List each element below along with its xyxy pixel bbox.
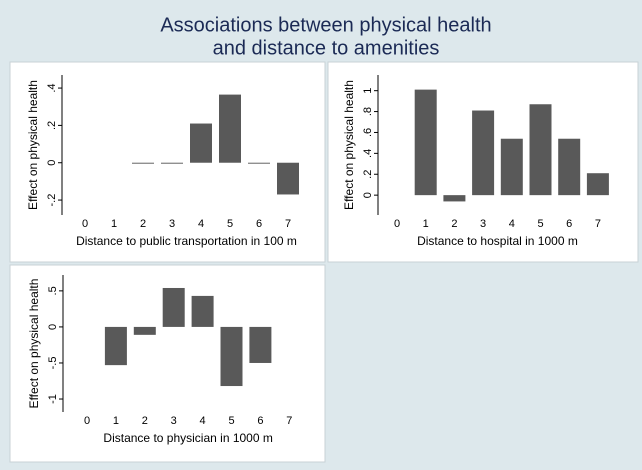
x-tick-label: 1 [423,218,429,230]
x-tick-label: 7 [285,218,291,230]
y-tick-label: .4 [46,83,58,92]
x-tick-label: 2 [142,415,148,427]
y-axis-title: Effect on physical health [27,279,41,409]
bar [191,295,214,327]
bar [414,89,437,196]
y-tick-label: .4 [362,149,374,158]
x-tick-label: 6 [256,218,262,230]
bar [277,162,299,195]
y-tick-label: .2 [362,170,374,179]
x-tick-label: 7 [286,415,292,427]
bar [161,162,183,164]
x-tick-label: 2 [451,218,457,230]
x-tick-label: 0 [84,415,90,427]
bar [162,287,185,327]
x-tick-label: 5 [227,218,233,230]
bar [132,162,154,164]
figure-title: and distance to amenities [213,37,440,59]
x-tick-label: 2 [140,218,146,230]
bar [586,173,609,196]
y-tick-label: .6 [362,128,374,137]
x-tick-label: 0 [394,218,400,230]
x-tick-label: 4 [200,415,206,427]
x-tick-label: 1 [113,415,119,427]
x-tick-label: 7 [595,218,601,230]
y-axis-title: Effect on physical health [26,80,40,210]
y-tick-label: 0 [46,160,58,166]
bar [190,123,212,163]
bar [558,138,581,196]
x-tick-label: 3 [171,415,177,427]
y-tick-label: -.5 [47,357,59,370]
bar [219,94,241,163]
x-tick-label: 4 [198,218,204,230]
bar [249,326,272,363]
figure-title: Associations between physical health [160,14,491,36]
x-tick-label: 4 [509,218,515,230]
y-tick-label: 0 [362,192,374,198]
y-axis-title: Effect on physical health [342,80,356,210]
bar [248,162,270,164]
y-tick-label: .2 [46,121,58,130]
x-tick-label: 5 [228,415,234,427]
y-tick-label: 0 [47,324,59,330]
y-tick-label: -1 [47,394,59,404]
x-tick-label: 6 [257,415,263,427]
bar [133,326,156,335]
x-axis-title: Distance to public transportation in 100… [76,234,297,248]
bar [472,110,495,196]
x-tick-label: 3 [480,218,486,230]
x-axis-title: Distance to physician in 1000 m [103,431,272,445]
bar [500,138,523,196]
y-tick-label: -.2 [46,194,58,207]
y-tick-label: .8 [362,107,374,116]
x-axis-title: Distance to hospital in 1000 m [417,234,578,248]
bar [529,104,552,196]
x-tick-label: 6 [566,218,572,230]
x-tick-label: 0 [82,218,88,230]
x-tick-label: 3 [169,218,175,230]
bar [443,195,466,202]
bar [104,326,127,366]
x-tick-label: 1 [111,218,117,230]
y-tick-label: .5 [47,286,59,295]
bar [220,326,243,387]
y-tick-label: 1 [362,88,374,94]
x-tick-label: 5 [537,218,543,230]
